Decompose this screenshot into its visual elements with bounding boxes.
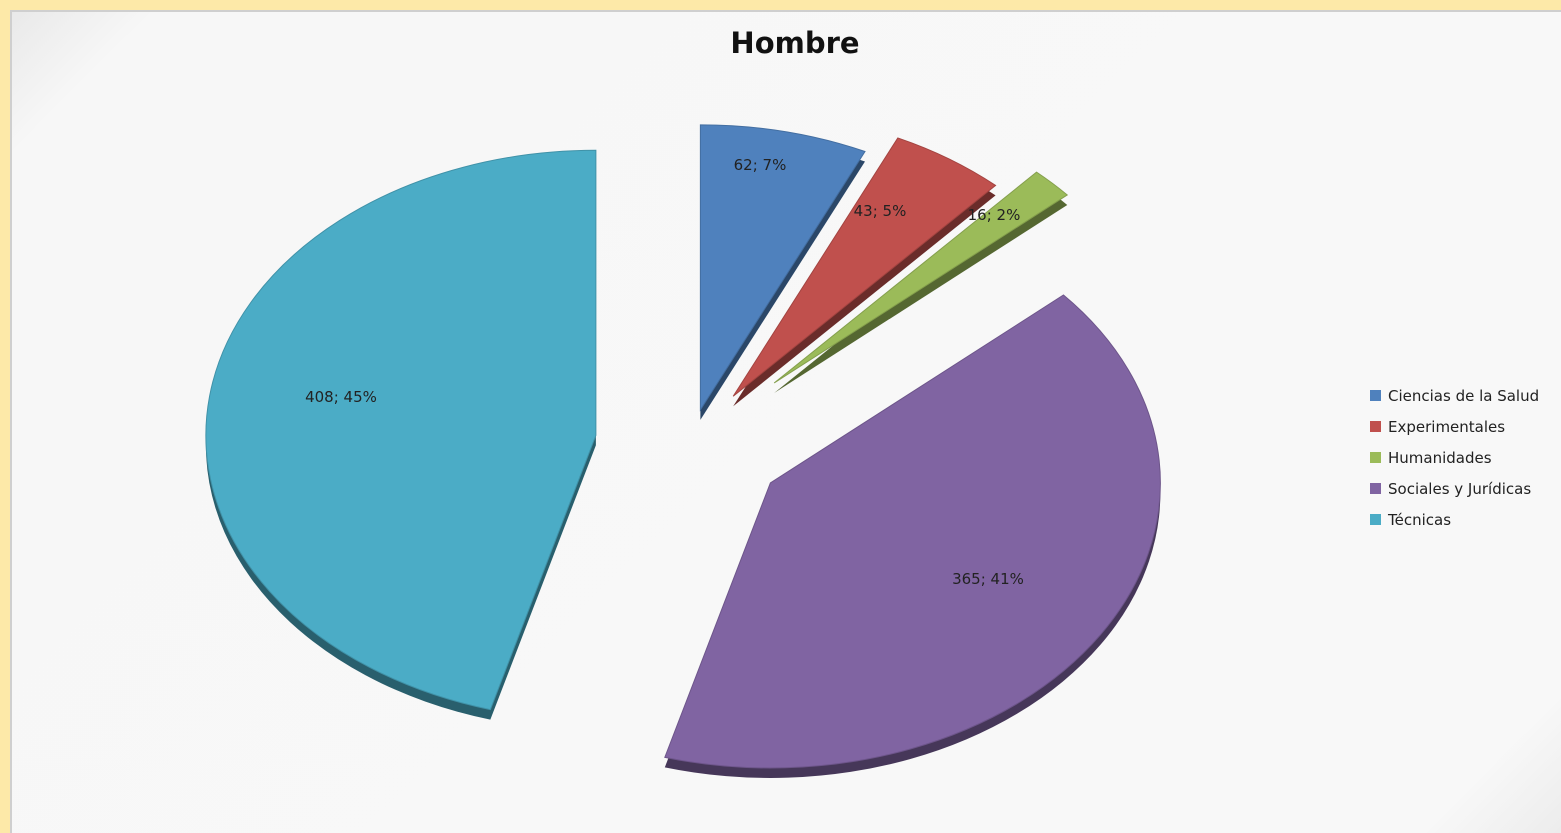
legend-swatch [1370,390,1381,401]
legend-item-humanidades: Humanidades [1370,442,1539,473]
legend-item-ciencias-de-la-salud: Ciencias de la Salud [1370,380,1539,411]
legend: Ciencias de la Salud Experimentales Huma… [1370,380,1539,535]
pie-slice-t-cnicas [205,149,597,711]
legend-label: Experimentales [1388,417,1506,436]
legend-label: Humanidades [1388,448,1492,467]
legend-label: Sociales y Jurídicas [1388,479,1532,498]
data-label: 62; 7% [734,156,787,174]
legend-item-sociales-y-juridicas: Sociales y Jurídicas [1370,473,1539,504]
legend-swatch [1370,514,1381,525]
data-label: 408; 45% [305,388,377,406]
data-label: 43; 5% [854,202,907,220]
legend-item-tecnicas: Técnicas [1370,504,1539,535]
pie-slice-experimentales [732,137,997,397]
chart-title: Hombre [730,26,860,60]
data-label: 365; 41% [952,570,1024,588]
pie-slice-humanidades [773,171,1069,384]
data-label: 16; 2% [968,206,1021,224]
pie-slice-sociales-y-jur-dicas [664,294,1161,769]
legend-swatch [1370,421,1381,432]
legend-label: Ciencias de la Salud [1388,386,1540,405]
pie-slice-ciencias-de-la-salud [699,124,866,412]
legend-swatch [1370,452,1381,463]
legend-swatch [1370,483,1381,494]
legend-item-experimentales: Experimentales [1370,411,1539,442]
legend-label: Técnicas [1388,510,1452,529]
